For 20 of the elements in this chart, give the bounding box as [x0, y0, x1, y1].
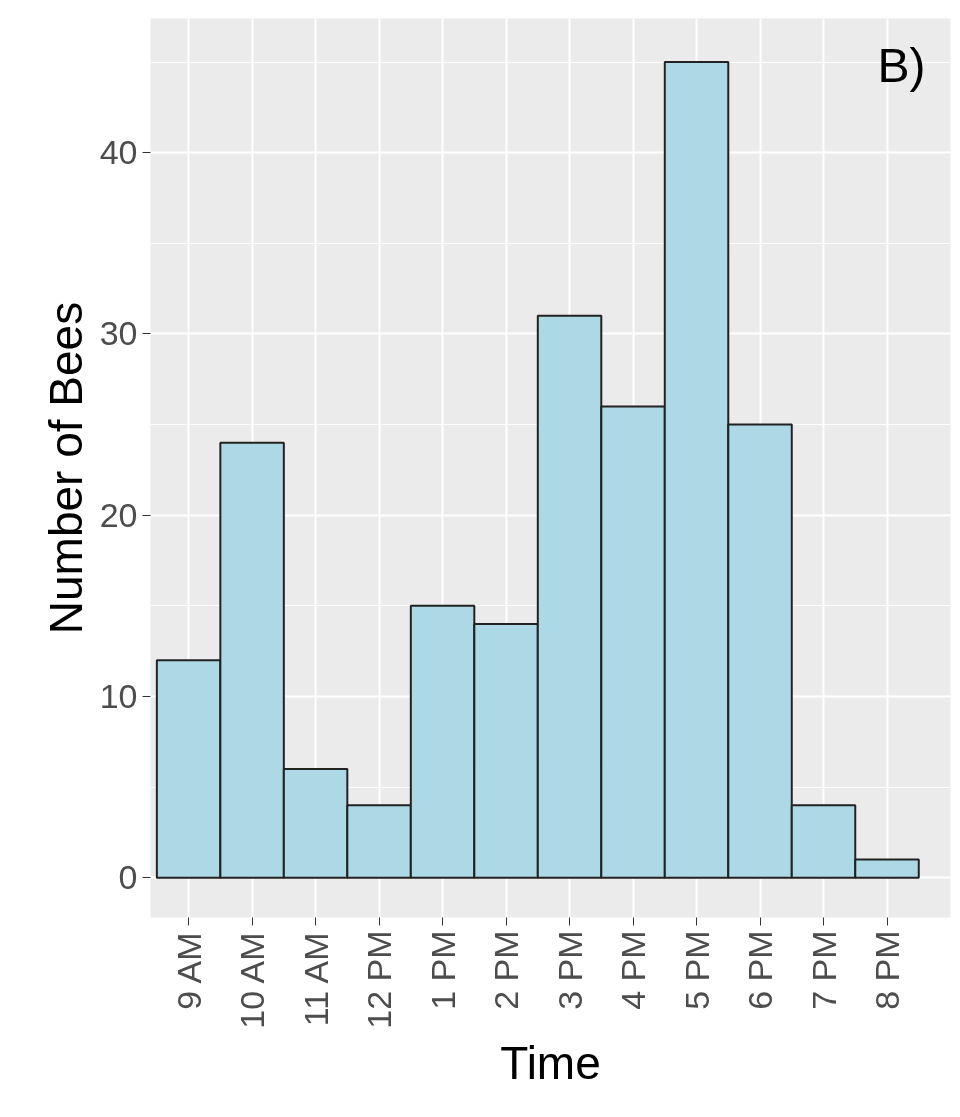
y-axis-title: Number of Bees [39, 301, 92, 635]
x-tick-label: 7 PM [804, 930, 843, 1010]
x-tick-label: 4 PM [614, 930, 653, 1010]
x-tick-label: 8 PM [868, 930, 907, 1010]
x-tick-label: 2 PM [487, 930, 526, 1010]
x-tick-label: 10 AM [233, 932, 272, 1029]
y-tick-label: 30 [99, 314, 138, 353]
x-tick-label: 5 PM [677, 930, 716, 1010]
annotation: B) [877, 38, 926, 92]
x-tick-label: 3 PM [550, 930, 589, 1010]
x-tick-label: 11 AM [296, 932, 335, 1027]
x-axis-title: Time [500, 1036, 601, 1089]
y-tick-label: 10 [99, 676, 138, 715]
y-tick-label: 40 [99, 133, 138, 172]
x-tick-label: 6 PM [741, 930, 780, 1010]
y-tick-label: 20 [99, 495, 138, 534]
x-tick-label: 12 PM [360, 930, 399, 1029]
x-tick-label: 9 AM [169, 932, 208, 1010]
y-tick-label: 0 [118, 858, 138, 897]
x-tick-label: 1 PM [423, 930, 462, 1010]
